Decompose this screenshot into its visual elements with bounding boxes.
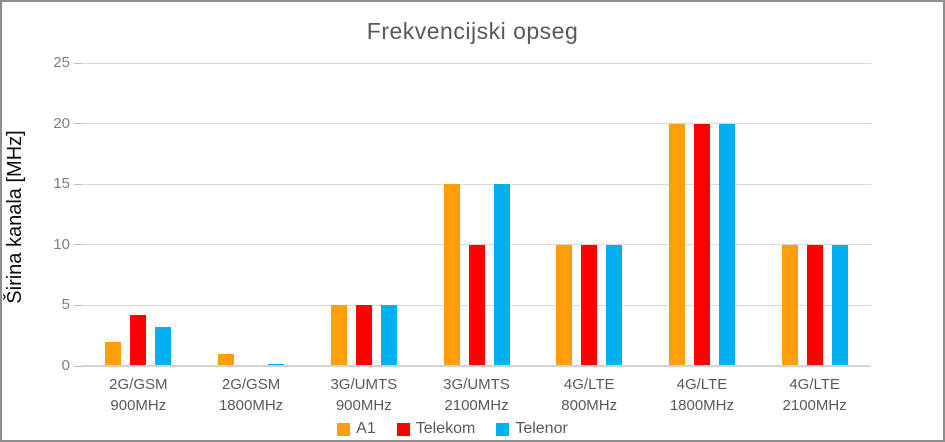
chart-title: Frekvencijski opseg: [366, 18, 579, 44]
bar-a1-group1: [105, 341, 122, 366]
legend-label: Telenor: [515, 420, 568, 437]
legend-item-telenor: Telenor: [496, 420, 568, 437]
x-category-label-line: 3G/UMTS: [443, 376, 510, 393]
y-tick-mark-5: [74, 304, 82, 306]
legend-label: Telekom: [415, 420, 476, 437]
legend-swatch-icon: [496, 422, 510, 436]
plot-area: [74, 62, 871, 367]
bar-telekom-group3: [355, 305, 372, 366]
x-category-label-1: 2G/GSM 900MHz: [78, 374, 198, 416]
x-category-label-line: 800MHz: [561, 397, 618, 414]
x-category-label-line: 2G/GSM: [221, 376, 281, 393]
gridline-25: [82, 62, 871, 64]
legend-label: A1: [356, 420, 376, 437]
bar-telekom-group7: [806, 244, 823, 366]
x-category-label-6: 4G/LTE 1800MHz: [642, 374, 762, 416]
x-category-label-line: 4G/LTE: [563, 376, 615, 393]
x-category-label-line: 2G/GSM: [109, 376, 168, 393]
gridline-10: [82, 244, 871, 246]
y-tick-mark-20: [74, 123, 82, 125]
bar-telenor-group1: [155, 327, 172, 366]
bar-a1-group2: [218, 353, 235, 366]
legend-swatch-icon: [337, 422, 351, 436]
x-axis-line: [82, 365, 871, 367]
gridline-20: [82, 123, 871, 125]
x-category-label-7: 4G/LTE 2100MHz: [755, 374, 875, 416]
x-category-label-line: 4G/LTE: [789, 376, 840, 393]
x-category-label-line: 4G/LTE: [676, 376, 728, 393]
x-category-label-line: 900MHz: [110, 397, 167, 414]
y-tick-label-20: 20: [53, 114, 70, 132]
bar-telenor-group7: [831, 244, 848, 366]
x-category-label-line: 3G/UMTS: [330, 376, 398, 393]
y-tick-mark-0: [74, 365, 82, 367]
y-tick-label-5: 5: [61, 296, 70, 314]
legend-item-a1: A1: [337, 421, 376, 437]
y-tick-label-15: 15: [53, 175, 70, 193]
bar-telenor-group5: [606, 244, 623, 366]
bar-telenor-group3: [380, 305, 397, 366]
bar-a1-group7: [781, 244, 798, 366]
y-tick-label-0: 0: [61, 357, 70, 374]
x-category-label-line: 1800MHz: [669, 397, 735, 414]
bar-telenor-group6: [718, 123, 735, 366]
y-tick-label-10: 10: [53, 235, 70, 253]
x-category-label-3: 3G/UMTS 900MHz: [304, 374, 424, 416]
gridline-15: [82, 183, 871, 185]
bar-a1-group3: [330, 305, 347, 366]
y-tick-mark-15: [74, 183, 82, 185]
y-tick-mark-25: [74, 62, 82, 64]
y-tick-mark-10: [74, 244, 82, 246]
bar-telekom-group4: [468, 244, 485, 366]
x-category-label-line: 900MHz: [335, 397, 392, 414]
bar-telenor-group4: [493, 184, 510, 366]
x-category-label-line: 2100MHz: [782, 397, 847, 414]
legend-swatch-icon: [396, 422, 410, 436]
x-category-label-4: 3G/UMTS 2100MHz: [417, 374, 537, 416]
bar-telekom-group1: [130, 315, 147, 366]
legend: A1 Telekom Telenor: [2, 420, 923, 437]
bar-a1-group6: [668, 123, 685, 366]
bar-telenor-group2: [268, 363, 285, 366]
bar-telekom-group6: [693, 123, 710, 366]
bar-a1-group5: [556, 244, 573, 366]
bar-telekom-group5: [581, 244, 598, 366]
bar-a1-group4: [443, 184, 460, 366]
x-category-label-5: 4G/LTE 800MHz: [529, 374, 649, 416]
x-category-label-line: 1800MHz: [218, 397, 284, 414]
legend-item-telekom: Telekom: [396, 420, 476, 437]
x-category-label-2: 2G/GSM 1800MHz: [191, 374, 311, 416]
x-category-label-line: 2100MHz: [444, 397, 509, 414]
y-tick-label-25: 25: [53, 54, 70, 71]
